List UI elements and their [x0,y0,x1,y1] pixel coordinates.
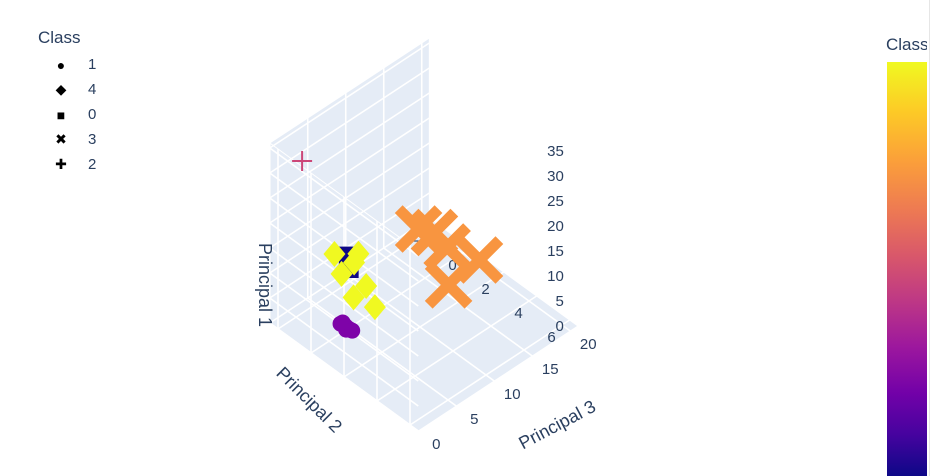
gridline-z [269,42,430,149]
x-tick-label: 15 [542,361,559,378]
plot-edge-line [929,0,930,476]
gridline-y [343,271,505,378]
gridline-y [376,295,538,402]
point-class-4 [347,240,370,267]
point-class-2 [292,151,313,171]
point-class-1 [344,322,361,339]
z-tick-label: 35 [547,143,564,160]
legend-label: 0 [88,106,97,123]
gridline-z [269,117,430,224]
x-stroke [424,261,473,309]
x-stroke [423,223,471,271]
y-tick-label: 0 [448,257,456,274]
y-tick-label: 6 [547,329,555,346]
cross-icon: ✚ [55,156,67,172]
point-class-4 [323,241,346,267]
point-class-4 [330,260,353,287]
z-tick-label: 15 [547,243,564,260]
y-tick-label: 2 [481,281,489,298]
y-tick-label: 4 [514,305,522,322]
legend-label: 2 [88,156,97,173]
gridline-y [409,319,571,426]
x-tick-label: 20 [580,336,597,353]
z-axis-label: Principal 1 [255,243,275,327]
diamond-icon: ◆ [55,81,67,97]
circle-icon: ● [56,56,66,73]
point-class-4 [342,284,365,311]
x-axis-label: Principal 3 [515,396,599,453]
x-stroke [394,205,443,253]
legend: Class ● 1 ◆ 4 ■ 0 ✖ 3 ✚ 2 [38,28,96,177]
legend-label: 1 [88,56,97,73]
legend-item-class-0[interactable]: ■ 0 [38,102,97,127]
legend-item-class-3[interactable]: ✖ 3 [38,127,96,152]
legend-label: 4 [88,81,97,98]
square-icon: ■ [56,106,66,123]
z-tick-label: 5 [556,293,564,310]
legend-label: 3 [88,131,97,148]
z-tick-label: 20 [547,218,564,235]
point-class-4 [363,294,386,321]
gridline-z [269,167,430,274]
gridline-z [269,142,430,249]
point-class-3 [424,261,473,309]
x-tick-label: 0 [432,436,440,453]
legend-item-class-1[interactable]: ● 1 [38,52,97,77]
point-class-3 [394,205,443,253]
z-tick-label: 0 [556,318,564,335]
y-axis-label: Principal 2 [272,363,346,437]
gridline-z [269,67,430,174]
point-class-3 [423,223,471,271]
z-tick-label: 30 [547,168,564,185]
z-tick-label: 10 [547,268,564,285]
colorbar-title: Class [886,35,929,54]
x-tick-label: 5 [470,411,478,428]
data-points [292,151,504,339]
legend-item-class-4[interactable]: ◆ 4 [38,77,97,102]
x-tick-label: 10 [504,386,521,403]
gridline-y [310,247,472,354]
x-icon: ✖ [55,131,67,147]
legend-item-class-2[interactable]: ✚ 2 [38,152,96,177]
colorbar [887,62,927,476]
z-tick-label: 25 [547,193,564,210]
point-class-4 [355,273,378,299]
plot-edge-mask [927,0,936,476]
legend-title: Class [38,28,81,47]
gridline-z [269,92,430,199]
